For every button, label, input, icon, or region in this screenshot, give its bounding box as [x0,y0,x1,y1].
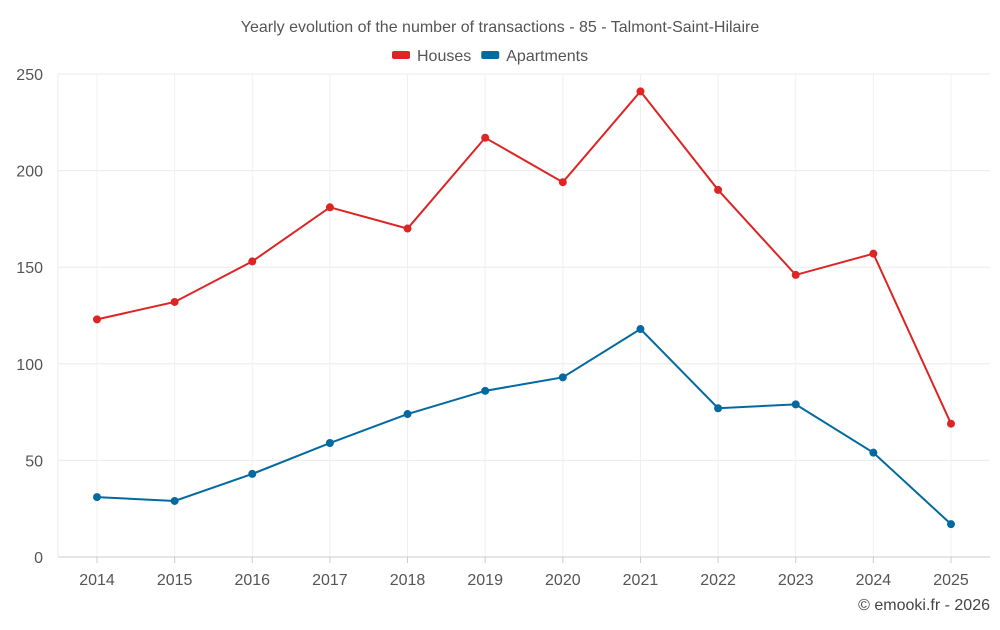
data-point-houses [869,249,878,258]
legend: Houses Apartments [392,48,588,65]
data-point-houses [403,224,412,233]
x-tick-label: 2018 [390,572,426,589]
legend-label-apartments: Apartments [506,48,588,65]
data-point-houses [791,270,800,279]
data-point-houses [248,257,257,266]
x-tick-label: 2015 [157,572,193,589]
x-tick-label: 2023 [778,572,814,589]
data-point-apartments [791,400,800,409]
data-point-houses [170,297,179,306]
y-tick-label: 200 [16,164,43,181]
x-tick-label: 2021 [623,572,659,589]
credit: © emooki.fr - 2026 [858,597,990,614]
grid [58,73,990,557]
series [93,87,955,529]
data-point-apartments [481,386,490,395]
y-tick-label: 250 [16,67,43,84]
chart-title: Yearly evolution of the number of transa… [241,19,760,36]
data-point-apartments [93,493,101,502]
data-point-houses [714,185,723,194]
y-tick-label: 50 [25,453,43,470]
y-tick-label: 150 [16,260,43,277]
legend-swatch-houses [392,51,410,59]
x-tick-label: 2014 [79,572,115,589]
x-tick-label: 2025 [933,572,969,589]
x-tick-label: 2024 [856,572,892,589]
y-tick-label: 0 [34,550,43,567]
data-point-houses [636,87,645,96]
data-point-apartments [714,404,723,413]
x-tick-label: 2020 [545,572,581,589]
data-point-houses [947,419,955,428]
legend-swatch-apartments [481,51,500,59]
data-point-houses [93,315,101,324]
data-point-houses [325,203,334,212]
data-point-apartments [947,520,955,529]
axes: 0 50 100 150 200 250 2014 2015 2016 2017 2018 2019 2… [16,67,990,589]
data-point-apartments [636,325,645,334]
data-point-apartments [403,410,412,419]
x-tick-label: 2022 [700,572,736,589]
data-point-apartments [558,373,567,382]
data-point-apartments [248,469,257,478]
data-point-houses [558,178,567,187]
series-line-houses [96,89,952,425]
y-tick-label: 100 [16,357,43,374]
data-point-apartments [325,439,334,448]
x-tick-label: 2019 [467,572,503,589]
series-line-apartments [96,327,952,525]
data-point-apartments [170,496,179,505]
data-point-apartments [869,448,878,457]
x-tick-label: 2016 [234,572,270,589]
x-tick-label: 2017 [312,572,348,589]
data-point-houses [481,133,490,142]
legend-label-houses: Houses [417,48,471,65]
